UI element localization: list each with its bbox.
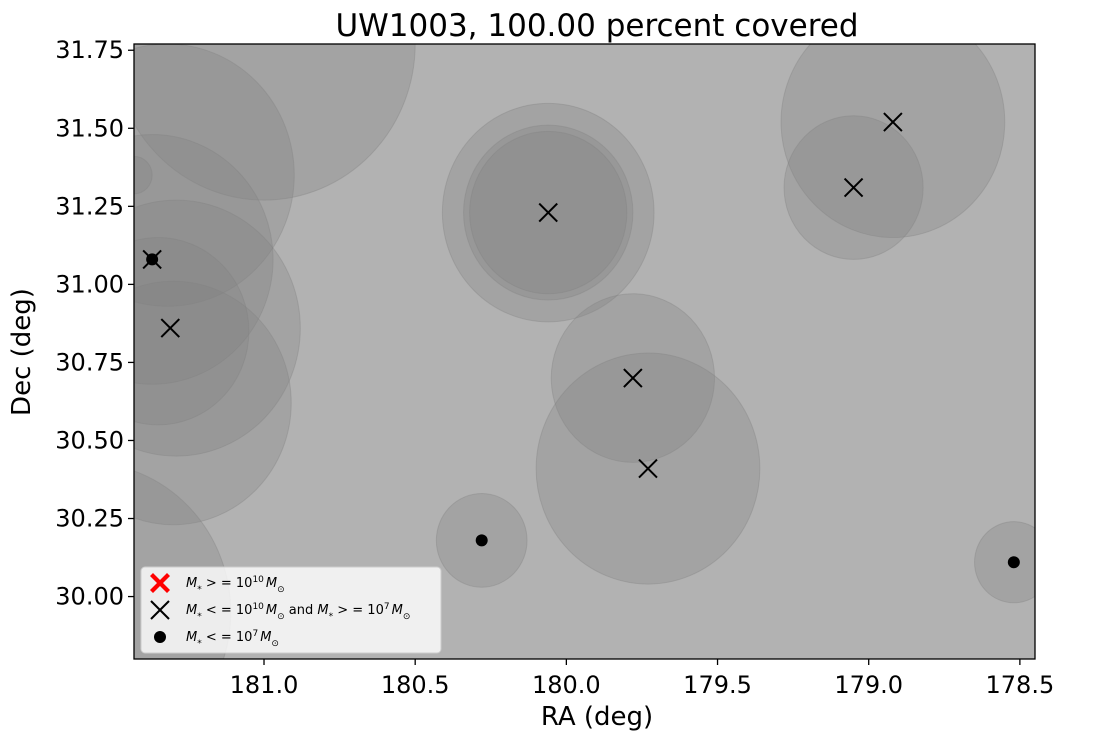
data-markers xyxy=(142,112,1020,569)
legend-marker-dot xyxy=(154,631,166,643)
coverage-circle xyxy=(134,199,301,457)
data-point-dot-marker xyxy=(146,253,159,266)
x-marker-stroke xyxy=(538,202,558,223)
x-tick-label: 181.0 xyxy=(230,671,299,699)
y-tick-label: 30.00 xyxy=(55,583,124,611)
x-axis-ticks: 181.0 180.5 180.0 179.5 179.0 178.5 xyxy=(230,659,1055,699)
y-tick-label: 31.00 xyxy=(55,270,124,298)
data-point-x-marker xyxy=(623,368,643,388)
y-axis-label: Dec (deg) xyxy=(7,288,37,416)
coverage-circles xyxy=(134,44,1035,659)
x-tick-label: 178.5 xyxy=(986,671,1055,699)
x-tick-label: 179.5 xyxy=(683,671,752,699)
coverage-circle xyxy=(134,280,292,526)
coverage-circle xyxy=(134,44,416,201)
x-marker-stroke xyxy=(160,318,180,338)
y-axis-ticks: 30.00 30.25 30.50 30.75 31.00 31.25 31.50 31.75 xyxy=(55,36,134,611)
coverage-circle xyxy=(780,44,1006,239)
data-point-x-marker xyxy=(883,112,903,132)
plot-frame xyxy=(133,43,1036,660)
data-point-x-marker xyxy=(160,318,180,338)
y-tick-label: 30.75 xyxy=(55,348,124,376)
x-axis-label: RA (deg) xyxy=(541,702,653,732)
data-point-x-marker xyxy=(538,202,558,223)
x-tick-label: 180.5 xyxy=(381,671,450,699)
x-tick-label: 179.0 xyxy=(834,671,903,699)
y-tick-label: 31.50 xyxy=(55,114,124,142)
y-tick-label: 31.75 xyxy=(55,36,124,64)
y-tick-label: 30.25 xyxy=(55,505,124,533)
x-marker-stroke xyxy=(883,112,903,132)
legend-marker-black-x xyxy=(150,600,170,620)
data-point-x-marker xyxy=(638,458,658,479)
legend-label-low-mass: M* < = 107 M⊙ xyxy=(186,629,279,649)
y-tick-label: 31.25 xyxy=(55,192,124,220)
y-tick-label: 30.50 xyxy=(55,426,124,454)
coverage-circle xyxy=(134,44,295,307)
legend-marker-red-x xyxy=(150,573,170,593)
data-point-x-marker xyxy=(843,177,864,198)
coverage-circle xyxy=(974,521,1035,604)
x-marker-stroke xyxy=(843,177,864,198)
legend-label-high-mass: M* > = 1010 M⊙ xyxy=(186,575,285,595)
legend-box xyxy=(140,566,442,654)
chart-title: UW1003, 100.00 percent covered xyxy=(335,8,858,44)
coverage-circle xyxy=(134,237,250,426)
data-point-dot-marker xyxy=(475,534,488,547)
coverage-circle xyxy=(134,134,274,385)
x-marker-stroke xyxy=(623,368,643,388)
legend: M* > = 1010 M⊙ M* < = 1010 M⊙ and M* > = 1… xyxy=(140,566,442,654)
data-point-dot-marker xyxy=(1007,556,1020,569)
legend-label-mid-mass: M* < = 1010 M⊙ and M* > = 107 M⊙ xyxy=(186,602,410,622)
x-tick-label: 180.0 xyxy=(532,671,601,699)
x-marker-stroke xyxy=(638,458,658,479)
plot-background xyxy=(134,44,1035,659)
